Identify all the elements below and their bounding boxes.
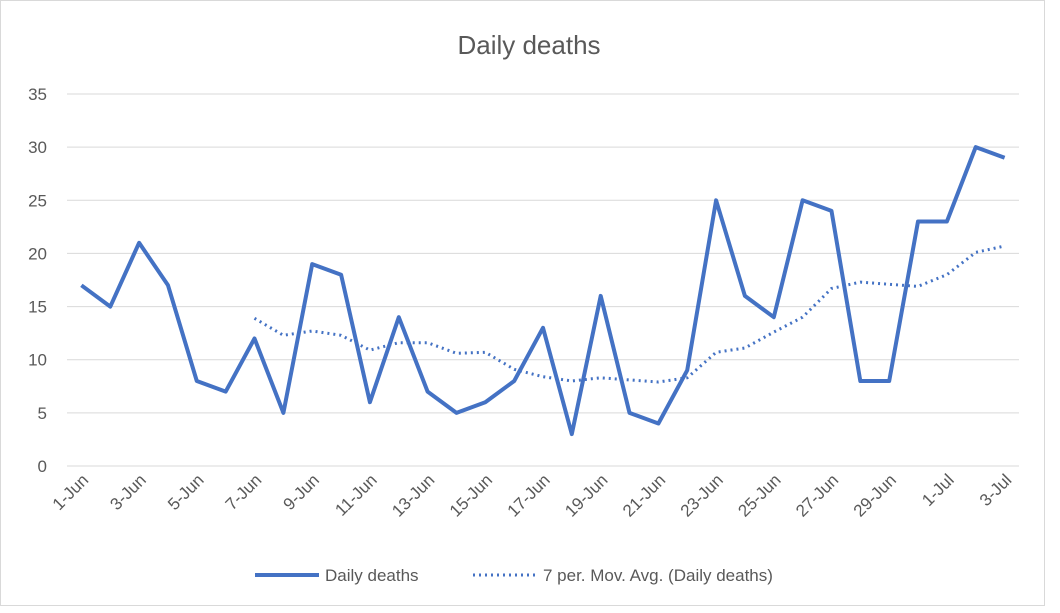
daily-deaths-point [858,379,862,383]
x-tick-label: 3-Jul [976,470,1015,509]
daily-deaths-point [224,390,228,394]
x-tick-label: 29-Jun [850,470,900,520]
daily-deaths-point [454,411,458,415]
y-tick-label: 35 [28,85,47,104]
moving-average-point [829,287,833,291]
chart-title: Daily deaths [457,30,600,60]
moving-average-point [426,341,430,345]
moving-average-point [628,378,632,382]
y-axis-tick-labels: 0 5 10 15 20 25 30 35 [28,85,47,476]
daily-deaths-point [108,305,112,309]
x-tick-label: 17-Jun [504,470,554,520]
moving-average-point [945,273,949,277]
moving-average-point [685,376,689,380]
daily-deaths-point [1003,156,1007,160]
daily-deaths-point [974,145,978,149]
x-axis-tick-labels: 1-Jun 3-Jun 5-Jun 7-Jun 9-Jun 11-Jun 13-Jun 15-… [49,470,1016,520]
daily-deaths-point [426,390,430,394]
legend-label-daily-deaths: Daily deaths [325,566,419,585]
daily-deaths-point [137,241,141,245]
x-tick-label: 21-Jun [619,470,669,520]
moving-average-point [974,250,978,254]
x-tick-label: 5-Jun [164,470,208,514]
daily-deaths-point [483,400,487,404]
y-tick-label: 0 [38,457,47,476]
daily-deaths-point [339,273,343,277]
x-tick-label: 3-Jun [106,470,150,514]
gridlines [67,93,1019,467]
series-line-moving-average [253,244,1005,384]
y-tick-label: 10 [28,351,47,370]
x-tick-label: 25-Jun [734,470,784,520]
moving-average-point [454,351,458,355]
line-chart: Daily deaths 0 5 10 15 20 25 30 35 1-Jun 3-Jun 5-… [28,30,1019,585]
moving-average-point [512,367,516,371]
daily-deaths-point [512,379,516,383]
daily-deaths-point [599,294,603,298]
moving-average-point [483,350,487,354]
moving-average-point [772,330,776,334]
daily-deaths-point [714,198,718,202]
moving-average-point [253,316,257,320]
daily-deaths-point [743,294,747,298]
series-lines [79,145,1007,437]
y-tick-label: 5 [38,404,47,423]
daily-deaths-point [195,379,199,383]
daily-deaths-point [253,336,257,340]
moving-average-point [281,333,285,337]
moving-average-point [714,350,718,354]
daily-deaths-point [397,315,401,319]
daily-deaths-point [570,432,574,436]
x-tick-label: 11-Jun [331,470,380,519]
moving-average-point [916,284,920,288]
moving-average-point [801,315,805,319]
moving-average-point [887,282,891,286]
y-tick-label: 20 [28,244,47,263]
y-tick-label: 15 [28,298,47,317]
moving-average-point [368,348,372,352]
daily-deaths-point [685,368,689,372]
moving-average-point [570,379,574,383]
chart-area: Daily deaths 0 5 10 15 20 25 30 35 1-Jun 3-Jun 5-… [0,0,1045,606]
daily-deaths-point [887,379,891,383]
legend: Daily deaths 7 per. Mov. Avg. (Daily dea… [255,566,773,585]
x-tick-label: 7-Jun [222,470,266,514]
daily-deaths-point [916,220,920,224]
x-tick-label: 1-Jul [918,470,957,509]
y-tick-label: 25 [28,191,47,210]
moving-average-point [743,346,747,350]
daily-deaths-point [281,411,285,415]
daily-deaths-point [541,326,545,330]
daily-deaths-point [368,400,372,404]
moving-average-point [397,341,401,345]
moving-average-point [1003,244,1007,248]
moving-average-point [339,333,343,337]
moving-average-point [656,380,660,384]
x-tick-label: 27-Jun [792,470,842,520]
x-tick-label: 19-Jun [561,470,611,520]
x-tick-label: 1-Jun [49,470,93,514]
daily-deaths-point [310,262,314,266]
daily-deaths-point [628,411,632,415]
moving-average-point [599,376,603,380]
x-tick-label: 23-Jun [677,470,727,520]
moving-average-point [858,280,862,284]
daily-deaths-point [656,421,660,425]
daily-deaths-point [945,220,949,224]
y-tick-label: 30 [28,138,47,157]
daily-deaths-point [829,209,833,213]
moving-average-point [310,329,314,333]
legend-label-moving-average: 7 per. Mov. Avg. (Daily deaths) [543,566,773,585]
daily-deaths-point [801,198,805,202]
series-line-daily-deaths [80,145,1006,437]
x-tick-label: 9-Jun [280,470,324,514]
x-tick-label: 13-Jun [388,470,438,520]
x-tick-label: 15-Jun [446,470,496,520]
daily-deaths-point [166,283,170,287]
daily-deaths-point [772,315,776,319]
daily-deaths-point [79,283,83,287]
moving-average-point [541,375,545,379]
